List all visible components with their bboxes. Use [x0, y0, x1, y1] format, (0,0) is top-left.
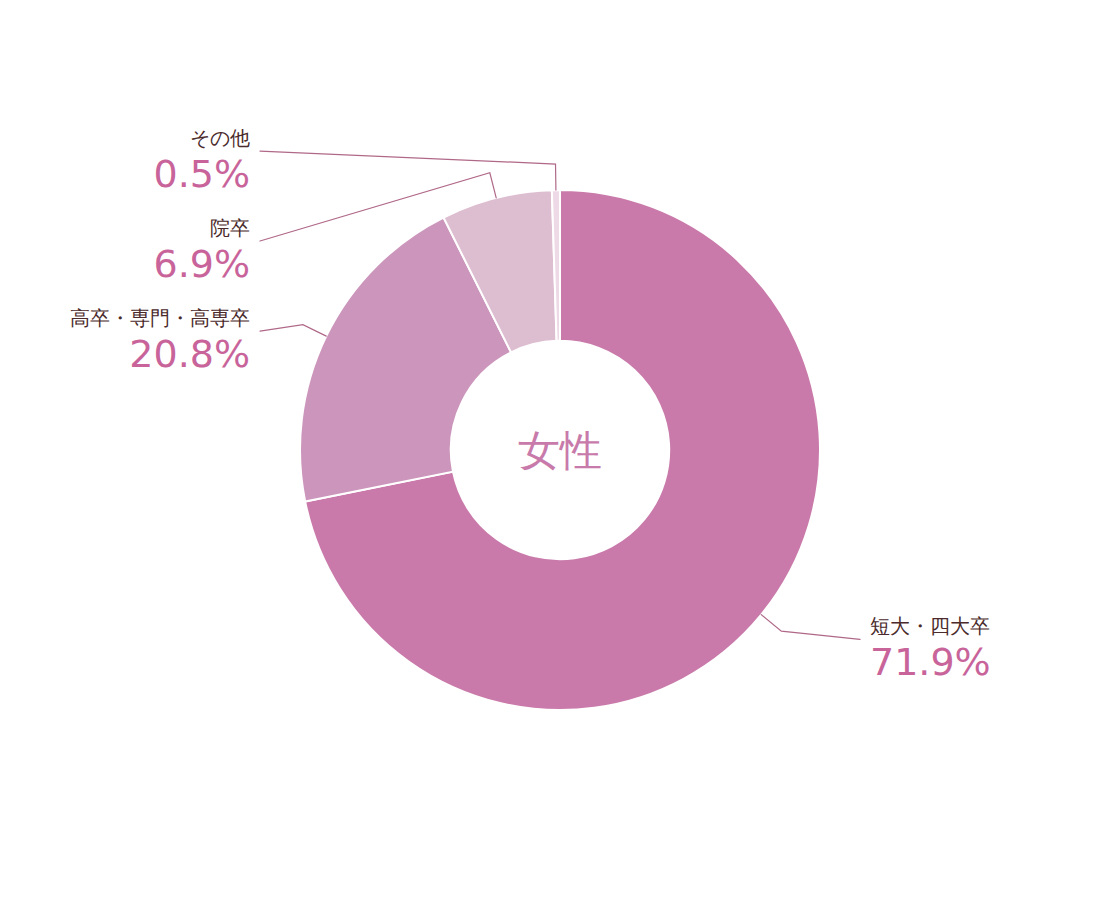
labels: 短大・四大卒71.9% 高卒・専門・高専卒20.8% 院卒6.9% その他0.5%	[70, 126, 991, 684]
data-label: 71.9%	[870, 640, 991, 684]
slice	[552, 190, 560, 341]
category-label: その他	[190, 126, 250, 150]
slice	[444, 190, 557, 352]
category-label: 短大・四大卒	[870, 614, 990, 638]
leader-line	[761, 615, 860, 640]
leader-line	[260, 325, 326, 336]
category-label: 院卒	[210, 216, 250, 240]
leader-line	[260, 173, 496, 241]
leader-line	[260, 151, 556, 190]
category-label: 高卒・専門・高専卒	[70, 306, 250, 330]
chart: 女性短大・四大卒71.9% 高卒・専門・高専卒20.8% 院卒6.9% その他0.5%	[0, 0, 1120, 900]
plot: 女性短大・四大卒71.9% 高卒・専門・高専卒20.8% 院卒6.9% その他0.5%	[70, 126, 991, 710]
slices	[300, 190, 820, 710]
center-text: 女性	[518, 426, 602, 475]
data-label: 0.5%	[153, 152, 250, 196]
data-label: 20.8%	[129, 332, 250, 376]
data-label: 6.9%	[153, 242, 250, 286]
